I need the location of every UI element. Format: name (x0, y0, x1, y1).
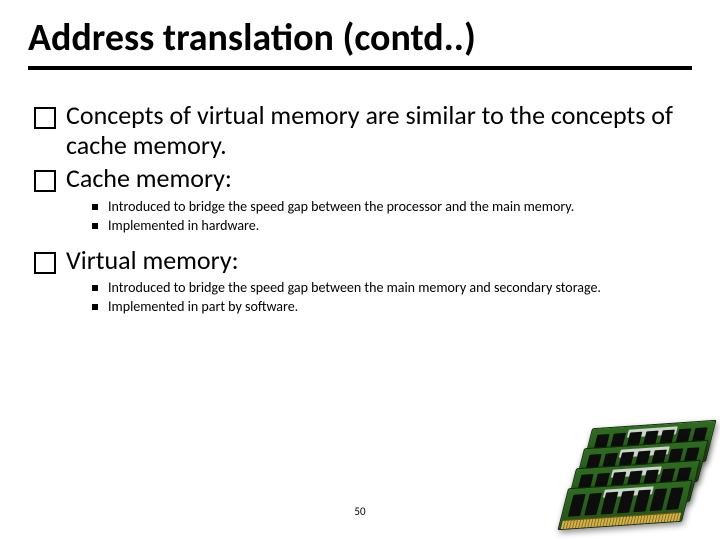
bullet-text: Virtual memory: (66, 245, 686, 276)
bullet-virtual-memory: Virtual memory: (34, 245, 686, 276)
bullet-text: Cache memory: (66, 163, 686, 194)
bullet-concepts: Concepts of virtual memory are similar t… (34, 100, 686, 161)
bullet-text: Concepts of virtual memory are similar t… (66, 100, 686, 161)
ram-modules-image (560, 420, 710, 530)
bullet-cache-memory: Cache memory: (34, 163, 686, 194)
sub-bullet: Introduced to bridge the speed gap betwe… (92, 198, 686, 216)
dot-bullet-icon (92, 304, 98, 310)
sub-bullet-text: Implemented in hardware. (108, 217, 686, 235)
title-underline (28, 66, 692, 70)
sub-bullet-text: Introduced to bridge the speed gap betwe… (108, 279, 686, 297)
sub-bullet: Implemented in part by software. (92, 298, 686, 316)
square-bullet-icon (34, 170, 56, 192)
title-region: Address translation (contd..) (0, 0, 720, 78)
slide: Address translation (contd..) Concepts o… (0, 0, 720, 540)
cache-sub-list: Introduced to bridge the speed gap betwe… (92, 198, 686, 235)
dot-bullet-icon (92, 204, 98, 210)
ram-stick-icon (557, 480, 692, 530)
body-region: Concepts of virtual memory are similar t… (0, 78, 720, 316)
slide-title: Address translation (contd..) (28, 18, 692, 60)
square-bullet-icon (34, 252, 56, 274)
sub-bullet-text: Introduced to bridge the speed gap betwe… (108, 198, 686, 216)
sub-bullet: Introduced to bridge the speed gap betwe… (92, 279, 686, 297)
virtual-sub-list: Introduced to bridge the speed gap betwe… (92, 279, 686, 316)
dot-bullet-icon (92, 285, 98, 291)
sub-bullet-text: Implemented in part by software. (108, 298, 686, 316)
square-bullet-icon (34, 107, 56, 129)
dot-bullet-icon (92, 223, 98, 229)
sub-bullet: Implemented in hardware. (92, 217, 686, 235)
